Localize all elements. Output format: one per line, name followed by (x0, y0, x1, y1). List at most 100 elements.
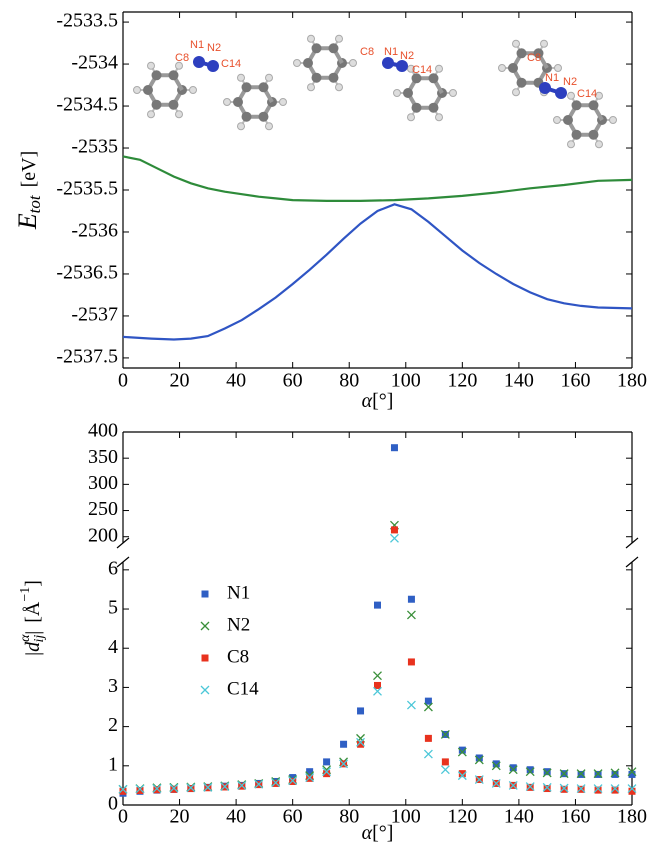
scatter-point (491, 778, 501, 788)
y-label-sup: α (18, 634, 33, 642)
y-label-unit: [eV] (18, 151, 40, 188)
y-tick-label: -2533.5 (56, 10, 118, 32)
axis-break (625, 556, 639, 568)
scatter-point (525, 767, 535, 777)
scatter-point (118, 784, 128, 794)
atom-c (143, 85, 153, 95)
scatter-point (491, 761, 501, 771)
scatter-point (457, 747, 467, 757)
atom-label: C8 (527, 52, 541, 64)
atom-c (571, 129, 582, 140)
scatter-point (611, 786, 619, 794)
scatter-point (135, 784, 145, 794)
y-tick-label: 300 (88, 472, 118, 494)
scatter-point (288, 776, 298, 786)
legend-marker (200, 685, 210, 695)
scatter-point (254, 779, 264, 789)
scatter-point (508, 780, 518, 790)
scatter-point (390, 526, 398, 534)
atom-h (147, 110, 155, 119)
scatter-point (322, 767, 332, 777)
y-label-symbol: d (22, 641, 44, 652)
atom-h (175, 61, 183, 70)
scatter-point (610, 784, 620, 793)
scatter-point (424, 734, 432, 742)
scatter-point (628, 787, 636, 795)
legend-label: N2 (227, 614, 250, 635)
scatter-point (306, 768, 314, 776)
scatter-point (423, 702, 433, 712)
x-label-symbol: α (362, 390, 373, 412)
scatter-point (136, 786, 144, 794)
atom-label: N2 (207, 42, 221, 54)
scatter-point (406, 700, 416, 710)
axis-break (116, 556, 130, 568)
scatter-point (423, 749, 433, 759)
y-tick-label: -2536 (71, 220, 118, 242)
atom-c (151, 99, 162, 110)
y-tick-label: 350 (88, 446, 118, 468)
y-tick-label: 3 (108, 675, 118, 697)
scatter-point (543, 768, 551, 776)
atom-h (307, 34, 315, 43)
scatter-point (576, 784, 586, 793)
x-tick-label: 80 (339, 370, 359, 392)
y-axis-label: |dαij|[Å−1] (18, 580, 47, 656)
legend-marker (200, 621, 210, 631)
scatter-point (525, 782, 535, 792)
atom-h (237, 73, 245, 82)
x-tick-label: 180 (617, 370, 647, 392)
scatter-point (374, 601, 381, 609)
atom-h (393, 89, 401, 97)
scatter-point (373, 686, 382, 696)
scatter-point (576, 769, 586, 779)
atom-c (403, 88, 413, 98)
y-label-close: | (22, 631, 44, 635)
y-tick-label: 2 (108, 714, 118, 736)
scatter-point (492, 760, 500, 768)
y-label-unit: [Å (22, 601, 44, 623)
atom-c (311, 43, 322, 54)
atom-c (428, 73, 439, 84)
scatter-point (390, 533, 399, 543)
scatter-point (289, 774, 297, 782)
atom-n (207, 60, 219, 72)
y-tick-label: 4 (108, 636, 118, 658)
y-tick-label: -2534 (71, 52, 118, 74)
scatter-point (305, 773, 315, 783)
legend-marker (201, 590, 209, 598)
atom-h (595, 91, 603, 100)
x-tick-label: 0 (118, 806, 128, 828)
scatter-point (474, 755, 484, 765)
scatter-point (593, 769, 603, 779)
atom-h (595, 140, 603, 149)
atom-h (540, 39, 548, 48)
y-tick-label: 0 (108, 793, 118, 815)
atom-label: N1 (545, 72, 559, 84)
x-tick-label: 20 (170, 370, 190, 392)
x-tick-label: 80 (339, 806, 359, 828)
atom-c (168, 70, 179, 81)
atom-h (279, 98, 287, 106)
atom-h (175, 110, 183, 119)
atom-label: C14 (221, 58, 241, 70)
atom-c (411, 102, 422, 113)
atom-c (411, 73, 422, 84)
x-label-unit: [°] (372, 390, 393, 412)
scatter-point (458, 770, 466, 778)
x-tick-label: 160 (560, 806, 590, 828)
line-series (122, 155, 633, 202)
y-tick-label: -2534.5 (56, 94, 118, 116)
legend-label: C14 (227, 678, 259, 699)
x-axis-label: α[°] (362, 822, 394, 844)
atom-label: C14 (412, 64, 432, 76)
atom-h (512, 39, 520, 48)
x-axis-label: α[°] (362, 390, 394, 412)
x-tick-label: 160 (560, 370, 590, 392)
atom-n (382, 57, 394, 69)
atom-h (435, 64, 443, 73)
atom-n (539, 82, 551, 94)
y-tick-label: 250 (88, 498, 118, 520)
x-tick-label: 60 (283, 806, 303, 828)
atom-h (223, 98, 231, 106)
